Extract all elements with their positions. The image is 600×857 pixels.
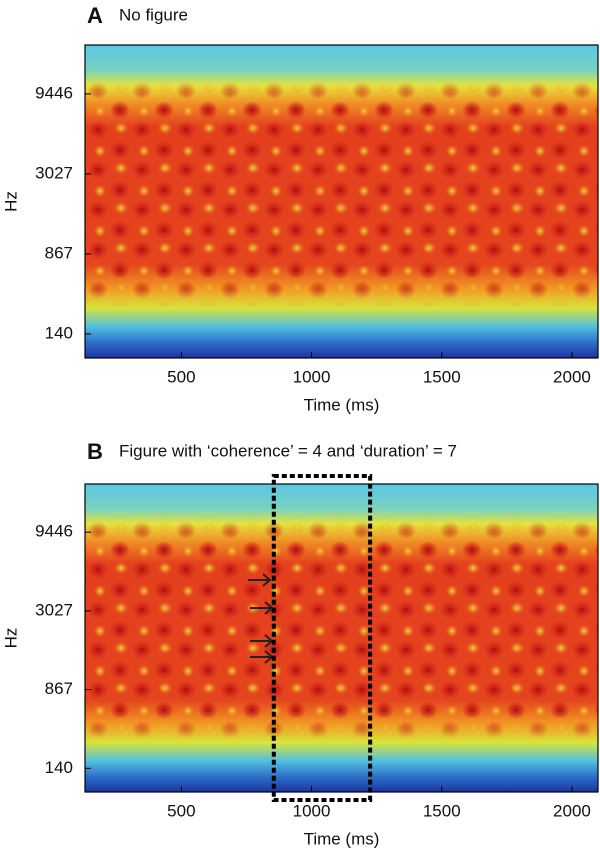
spectrogram-texture <box>85 45 598 358</box>
x-tick-label: 1500 <box>423 367 461 386</box>
panel-label: A <box>87 3 103 28</box>
y-axis-label: Hz <box>1 191 20 212</box>
plot-frame <box>84 44 599 359</box>
spectrogram-texture <box>85 484 598 792</box>
x-axis-label: Time (ms) <box>304 395 380 414</box>
x-tick-label: 2000 <box>553 367 591 386</box>
panel-label: B <box>87 439 103 464</box>
x-tick-label: 500 <box>167 801 195 820</box>
x-tick-label: 1000 <box>293 367 331 386</box>
y-tick-label: 867 <box>45 679 73 698</box>
y-tick-label: 9446 <box>35 522 73 541</box>
x-tick-label: 500 <box>167 367 195 386</box>
plot-frame <box>84 483 599 793</box>
y-tick-label: 3027 <box>35 600 73 619</box>
y-axis-label: Hz <box>1 628 20 649</box>
y-tick-label: 3027 <box>35 163 73 182</box>
panel-a <box>85 45 598 358</box>
y-tick-label: 867 <box>45 243 73 262</box>
figure-highlight-box <box>271 474 373 802</box>
x-axis-label: Time (ms) <box>304 829 380 848</box>
x-tick-label: 1000 <box>293 801 331 820</box>
panel-b <box>85 484 598 792</box>
y-tick-label: 140 <box>45 323 73 342</box>
y-tick-label: 140 <box>45 758 73 777</box>
panel-title: Figure with ‘coherence’ = 4 and ‘duratio… <box>119 441 457 460</box>
x-tick-label: 2000 <box>553 801 591 820</box>
x-tick-label: 1500 <box>423 801 461 820</box>
panel-title: No figure <box>119 5 188 24</box>
y-tick-label: 9446 <box>35 83 73 102</box>
